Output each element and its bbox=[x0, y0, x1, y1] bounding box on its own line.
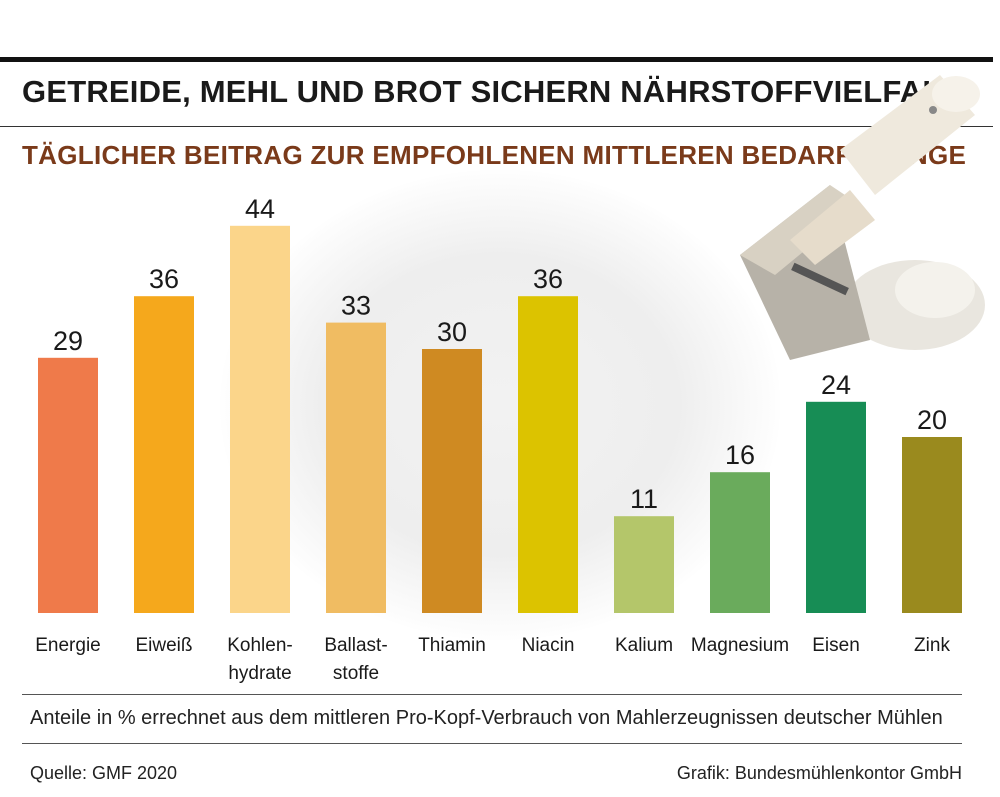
source-text: Quelle: GMF 2020 bbox=[30, 763, 178, 783]
category-label-7: Magnesium bbox=[691, 635, 789, 656]
category-label-3: Ballast-stoffe bbox=[324, 635, 387, 684]
value-label-2: 44 bbox=[245, 194, 275, 224]
bar-3 bbox=[326, 322, 386, 613]
bar-1 bbox=[134, 296, 194, 613]
footnote: Anteile in % errechnet aus dem mittleren… bbox=[30, 707, 943, 729]
category-label-4: Thiamin bbox=[418, 635, 486, 656]
value-label-1: 36 bbox=[149, 264, 179, 294]
flour-stamp-image bbox=[740, 75, 985, 360]
value-label-4: 30 bbox=[437, 317, 467, 347]
category-label-5: Niacin bbox=[522, 635, 575, 656]
category-label-9: Zink bbox=[914, 635, 950, 656]
top-rule bbox=[0, 57, 993, 62]
chart-title: GETREIDE, MEHL UND BROT SICHERN NÄHRSTOF… bbox=[22, 74, 959, 109]
flour-background-image bbox=[220, 170, 780, 640]
value-label-6: 11 bbox=[630, 484, 658, 514]
bars-group bbox=[38, 225, 962, 614]
category-label-6: Kalium bbox=[615, 635, 673, 656]
bar-0 bbox=[38, 357, 98, 613]
bar-4 bbox=[422, 349, 482, 613]
value-label-7: 16 bbox=[725, 440, 755, 470]
category-label-1: Eiweiß bbox=[135, 635, 192, 656]
value-label-3: 33 bbox=[341, 291, 371, 321]
category-label-8: Eisen bbox=[812, 635, 860, 656]
bar-9 bbox=[902, 437, 962, 613]
bar-7 bbox=[710, 472, 770, 613]
category-label-0: Energie bbox=[35, 635, 101, 656]
value-label-0: 29 bbox=[53, 326, 83, 356]
chart-subtitle: TÄGLICHER BEITRAG ZUR EMPFOHLENEN MITTLE… bbox=[22, 140, 967, 170]
value-label-8: 24 bbox=[821, 370, 851, 400]
value-labels-group: 29 36 44 33 30 36 11 16 24 20 bbox=[53, 194, 947, 514]
category-labels-group: Energie Eiweiß Kohlen-hydrate Ballast-stoff… bbox=[35, 635, 950, 684]
footer-divider-top bbox=[22, 694, 962, 695]
credit-text: Grafik: Bundesmühlenkontor GmbH bbox=[676, 763, 962, 783]
title-divider bbox=[0, 126, 993, 127]
footer-divider-bottom bbox=[22, 743, 962, 744]
value-label-9: 20 bbox=[917, 405, 947, 435]
bar-8 bbox=[806, 401, 866, 613]
bar-5 bbox=[518, 296, 578, 613]
bar-2 bbox=[230, 225, 290, 614]
value-label-5: 36 bbox=[533, 264, 563, 294]
category-label-2: Kohlen-hydrate bbox=[227, 635, 293, 684]
bar-6 bbox=[614, 516, 674, 613]
